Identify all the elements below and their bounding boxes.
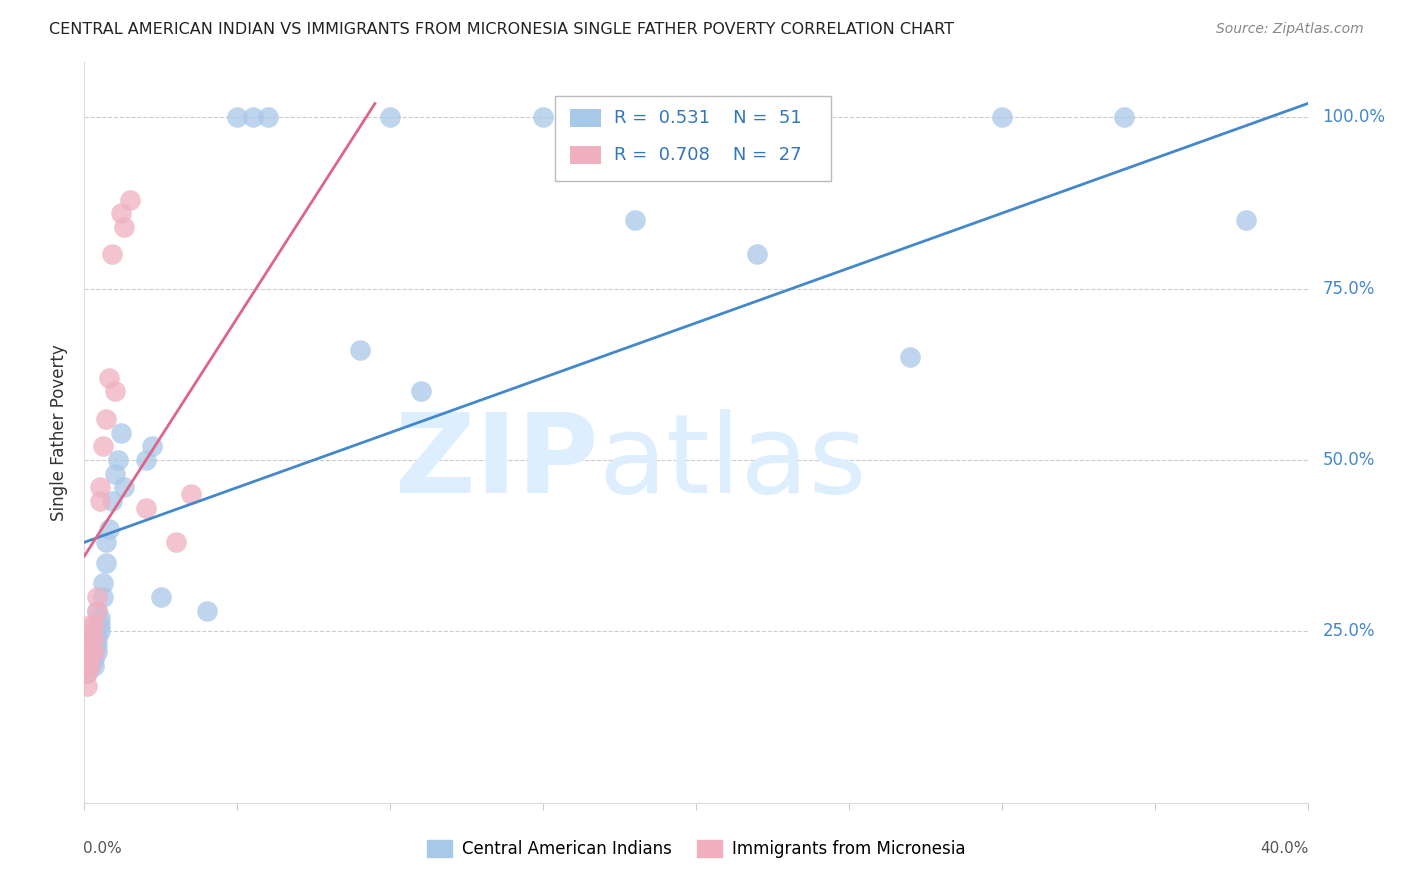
- Point: [86, 645, 108, 659]
- Point: [83, 617, 105, 632]
- Text: CENTRAL AMERICAN INDIAN VS IMMIGRANTS FROM MICRONESIA SINGLE FATHER POVERTY CORR: CENTRAL AMERICAN INDIAN VS IMMIGRANTS FR…: [49, 22, 955, 37]
- Point: [86, 632, 108, 646]
- Text: R =  0.531    N =  51: R = 0.531 N = 51: [614, 109, 801, 127]
- Point: [107, 453, 129, 467]
- Point: [89, 494, 111, 508]
- Point: [135, 501, 157, 516]
- Point: [226, 110, 249, 124]
- Point: [104, 467, 127, 481]
- Text: 50.0%: 50.0%: [1322, 451, 1375, 469]
- Text: Source: ZipAtlas.com: Source: ZipAtlas.com: [1216, 22, 1364, 37]
- Point: [76, 658, 98, 673]
- Point: [89, 624, 111, 639]
- Point: [101, 494, 124, 508]
- Point: [76, 652, 98, 666]
- Point: [83, 645, 105, 659]
- Point: [380, 110, 402, 124]
- Point: [76, 665, 98, 680]
- Point: [747, 247, 769, 261]
- Point: [79, 617, 101, 632]
- Point: [195, 604, 218, 618]
- Point: [79, 652, 101, 666]
- Text: R =  0.708    N =  27: R = 0.708 N = 27: [614, 146, 801, 164]
- Point: [112, 480, 135, 494]
- Point: [79, 638, 101, 652]
- Point: [76, 679, 98, 693]
- Point: [79, 658, 101, 673]
- Text: 0.0%: 0.0%: [83, 841, 122, 856]
- Point: [94, 556, 117, 570]
- Point: [97, 522, 120, 536]
- Point: [83, 645, 105, 659]
- Point: [79, 632, 101, 646]
- Point: [86, 604, 108, 618]
- Point: [83, 624, 105, 639]
- Text: atlas: atlas: [598, 409, 866, 516]
- Y-axis label: Single Father Poverty: Single Father Poverty: [49, 344, 67, 521]
- Point: [110, 425, 132, 440]
- Point: [97, 371, 120, 385]
- Point: [83, 632, 105, 646]
- Point: [86, 590, 108, 604]
- FancyBboxPatch shape: [555, 95, 831, 181]
- Point: [149, 590, 172, 604]
- Point: [89, 610, 111, 624]
- Text: ZIP: ZIP: [395, 409, 598, 516]
- Point: [624, 213, 647, 227]
- Point: [76, 645, 98, 659]
- Point: [89, 617, 111, 632]
- Point: [349, 343, 371, 358]
- Point: [409, 384, 432, 399]
- Point: [79, 645, 101, 659]
- FancyBboxPatch shape: [569, 109, 600, 128]
- Point: [94, 412, 117, 426]
- Point: [991, 110, 1014, 124]
- Point: [86, 638, 108, 652]
- Point: [91, 439, 114, 453]
- Point: [79, 652, 101, 666]
- Point: [135, 453, 157, 467]
- Point: [1114, 110, 1136, 124]
- Text: 25.0%: 25.0%: [1322, 623, 1375, 640]
- Point: [76, 665, 98, 680]
- Point: [89, 480, 111, 494]
- Point: [257, 110, 280, 124]
- Point: [104, 384, 127, 399]
- Point: [120, 193, 142, 207]
- Text: 100.0%: 100.0%: [1322, 108, 1385, 127]
- Point: [180, 487, 202, 501]
- Text: 75.0%: 75.0%: [1322, 280, 1375, 298]
- Point: [79, 658, 101, 673]
- Point: [91, 590, 114, 604]
- Point: [242, 110, 264, 124]
- Point: [110, 206, 132, 220]
- Point: [94, 535, 117, 549]
- Text: 40.0%: 40.0%: [1260, 841, 1309, 856]
- Point: [141, 439, 163, 453]
- Point: [83, 652, 105, 666]
- Point: [79, 658, 101, 673]
- Point: [83, 632, 105, 646]
- Point: [1236, 213, 1258, 227]
- Point: [898, 350, 921, 364]
- Point: [531, 110, 554, 124]
- Point: [83, 638, 105, 652]
- Point: [76, 645, 98, 659]
- Point: [101, 247, 124, 261]
- Point: [91, 576, 114, 591]
- Point: [83, 658, 105, 673]
- Point: [165, 535, 187, 549]
- FancyBboxPatch shape: [569, 145, 600, 164]
- Point: [79, 645, 101, 659]
- Point: [76, 652, 98, 666]
- Legend: Central American Indians, Immigrants from Micronesia: Central American Indians, Immigrants fro…: [420, 833, 972, 865]
- Point: [86, 604, 108, 618]
- Point: [76, 638, 98, 652]
- Point: [112, 219, 135, 234]
- Point: [76, 658, 98, 673]
